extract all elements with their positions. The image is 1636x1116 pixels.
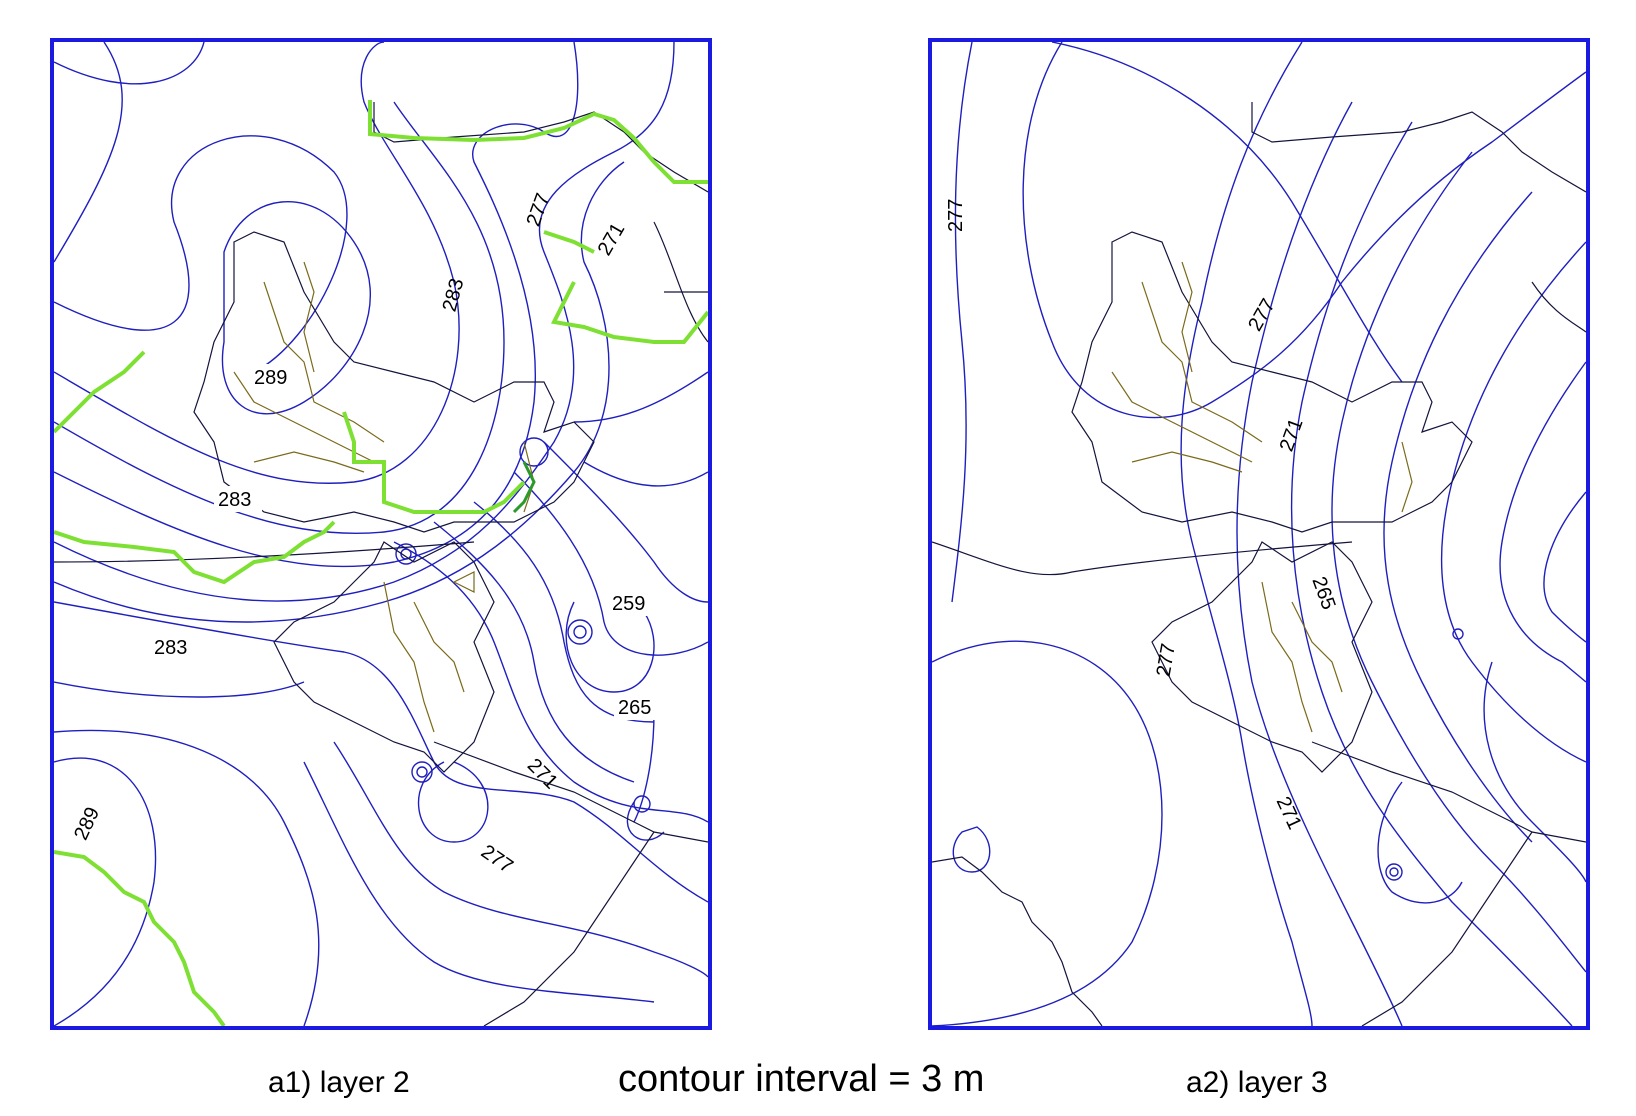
contour-label: 265 bbox=[618, 697, 651, 719]
caption-layer-3: a2) layer 3 bbox=[1186, 1066, 1328, 1099]
contour-label: 265 bbox=[1307, 574, 1339, 613]
contour-labels: 277 271 283 289 283 259 283 265 271 277 … bbox=[70, 190, 662, 878]
contour-label: 283 bbox=[439, 276, 469, 314]
map-panel-layer-3: 277 277 271 265 277 271 bbox=[928, 38, 1590, 1030]
contour-label: 283 bbox=[154, 637, 187, 659]
contour-label: 277 bbox=[1153, 642, 1180, 679]
rivers bbox=[1111, 261, 1413, 733]
contour-lines bbox=[54, 42, 708, 1026]
catchment-boundaries bbox=[932, 102, 1586, 1026]
contour-map-layer-2: 277 271 283 289 283 259 283 265 271 277 … bbox=[54, 42, 708, 1026]
contour-interval-caption: contour interval = 3 m bbox=[618, 1058, 985, 1100]
contour-label: 289 bbox=[70, 804, 104, 844]
contour-label: 277 bbox=[1244, 295, 1280, 335]
coastlines bbox=[54, 100, 708, 1026]
contour-label: 277 bbox=[945, 199, 967, 232]
contour-label: 283 bbox=[218, 489, 251, 511]
contour-lines bbox=[932, 42, 1586, 1026]
map-panel-layer-2: 277 271 283 289 283 259 283 265 271 277 … bbox=[50, 38, 712, 1030]
catchment-boundaries bbox=[54, 102, 708, 1026]
contour-label: 259 bbox=[612, 593, 645, 615]
contour-label: 271 bbox=[523, 754, 562, 793]
rivers bbox=[233, 261, 535, 733]
contour-label: 289 bbox=[254, 367, 287, 389]
caption-layer-2: a1) layer 2 bbox=[268, 1066, 410, 1099]
contour-label: 271 bbox=[594, 219, 630, 259]
contour-label: 277 bbox=[477, 841, 517, 878]
contour-label: 271 bbox=[1272, 793, 1306, 833]
contour-label: 271 bbox=[1276, 416, 1308, 455]
contour-label: 277 bbox=[523, 190, 555, 229]
contour-labels: 277 277 271 265 277 271 bbox=[945, 199, 1340, 833]
contour-map-layer-3: 277 277 271 265 277 271 bbox=[932, 42, 1586, 1026]
